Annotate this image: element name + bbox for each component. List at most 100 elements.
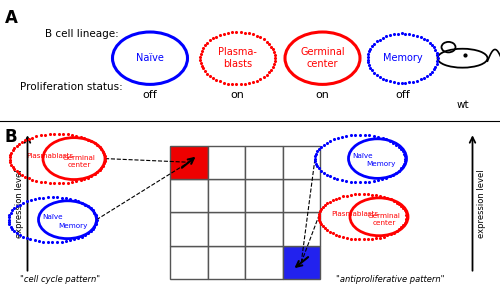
Point: [432, 47, 440, 52]
Point: [334, 177, 342, 182]
Point: [101, 156, 109, 161]
Point: [36, 133, 44, 138]
Point: [372, 193, 380, 198]
Point: [28, 177, 36, 182]
Point: [360, 237, 368, 242]
Point: [12, 169, 20, 173]
Point: [50, 132, 58, 136]
Point: [387, 232, 395, 237]
Point: [245, 81, 253, 86]
Point: [396, 227, 404, 232]
Point: [100, 161, 108, 166]
Point: [336, 195, 344, 200]
Point: [46, 132, 54, 136]
Point: [336, 234, 344, 238]
Point: [365, 49, 373, 54]
Point: [76, 135, 84, 139]
Point: [30, 197, 38, 201]
Point: [88, 227, 96, 231]
Text: off: off: [142, 90, 158, 100]
Point: [313, 164, 321, 168]
Point: [420, 36, 428, 41]
Point: [390, 230, 398, 235]
Point: [352, 180, 360, 185]
Point: [390, 172, 398, 177]
Point: [253, 78, 261, 83]
Point: [68, 133, 76, 137]
Point: [326, 139, 334, 143]
Point: [312, 161, 320, 166]
Point: [74, 236, 82, 240]
Point: [400, 151, 408, 156]
Point: [196, 52, 204, 56]
Point: [46, 181, 54, 185]
Point: [32, 178, 40, 183]
Point: [98, 147, 106, 152]
Point: [392, 142, 400, 147]
Point: [216, 79, 224, 84]
Point: [413, 33, 421, 38]
Point: [380, 195, 388, 199]
Point: [86, 229, 94, 233]
Point: [368, 237, 376, 241]
Point: [78, 200, 86, 205]
Point: [196, 57, 204, 62]
Point: [338, 178, 345, 183]
Point: [315, 211, 323, 216]
Point: [364, 54, 372, 59]
Point: [370, 134, 378, 138]
Point: [84, 231, 92, 235]
Point: [81, 202, 89, 207]
Point: [311, 159, 319, 164]
Point: [212, 34, 220, 39]
Point: [398, 31, 406, 36]
Point: [70, 237, 78, 242]
Point: [394, 80, 402, 85]
Point: [262, 72, 270, 77]
Point: [260, 37, 268, 42]
Point: [372, 39, 380, 44]
Point: [80, 177, 88, 181]
Point: [434, 53, 442, 58]
Point: [92, 213, 100, 217]
Point: [393, 229, 401, 233]
Point: [364, 52, 372, 56]
Point: [352, 132, 360, 137]
Point: [314, 216, 322, 220]
Point: [339, 194, 347, 199]
Bar: [170, 146, 207, 179]
Point: [21, 138, 29, 143]
Point: [58, 239, 66, 244]
Point: [317, 222, 325, 227]
Point: [366, 133, 374, 138]
Point: [368, 192, 376, 197]
Point: [323, 201, 331, 206]
Point: [26, 198, 34, 202]
Point: [18, 140, 26, 145]
Point: [318, 224, 326, 229]
Point: [224, 81, 232, 86]
Point: [249, 80, 257, 84]
Point: [396, 202, 404, 207]
Text: Plasmablasts: Plasmablasts: [26, 153, 74, 159]
Point: [400, 208, 408, 213]
Point: [44, 240, 52, 245]
Point: [428, 69, 436, 74]
Text: expression level: expression level: [477, 169, 486, 238]
Point: [58, 195, 66, 200]
Bar: [208, 212, 245, 246]
Point: [382, 34, 390, 39]
Point: [232, 82, 240, 87]
Point: [370, 179, 378, 184]
Point: [35, 196, 43, 200]
Point: [53, 195, 61, 199]
Bar: [208, 179, 245, 212]
Point: [74, 199, 82, 204]
Point: [351, 192, 359, 197]
Point: [401, 154, 409, 158]
Point: [356, 180, 364, 185]
Point: [380, 234, 388, 239]
Point: [88, 173, 96, 178]
Point: [342, 179, 350, 184]
Point: [402, 214, 410, 219]
